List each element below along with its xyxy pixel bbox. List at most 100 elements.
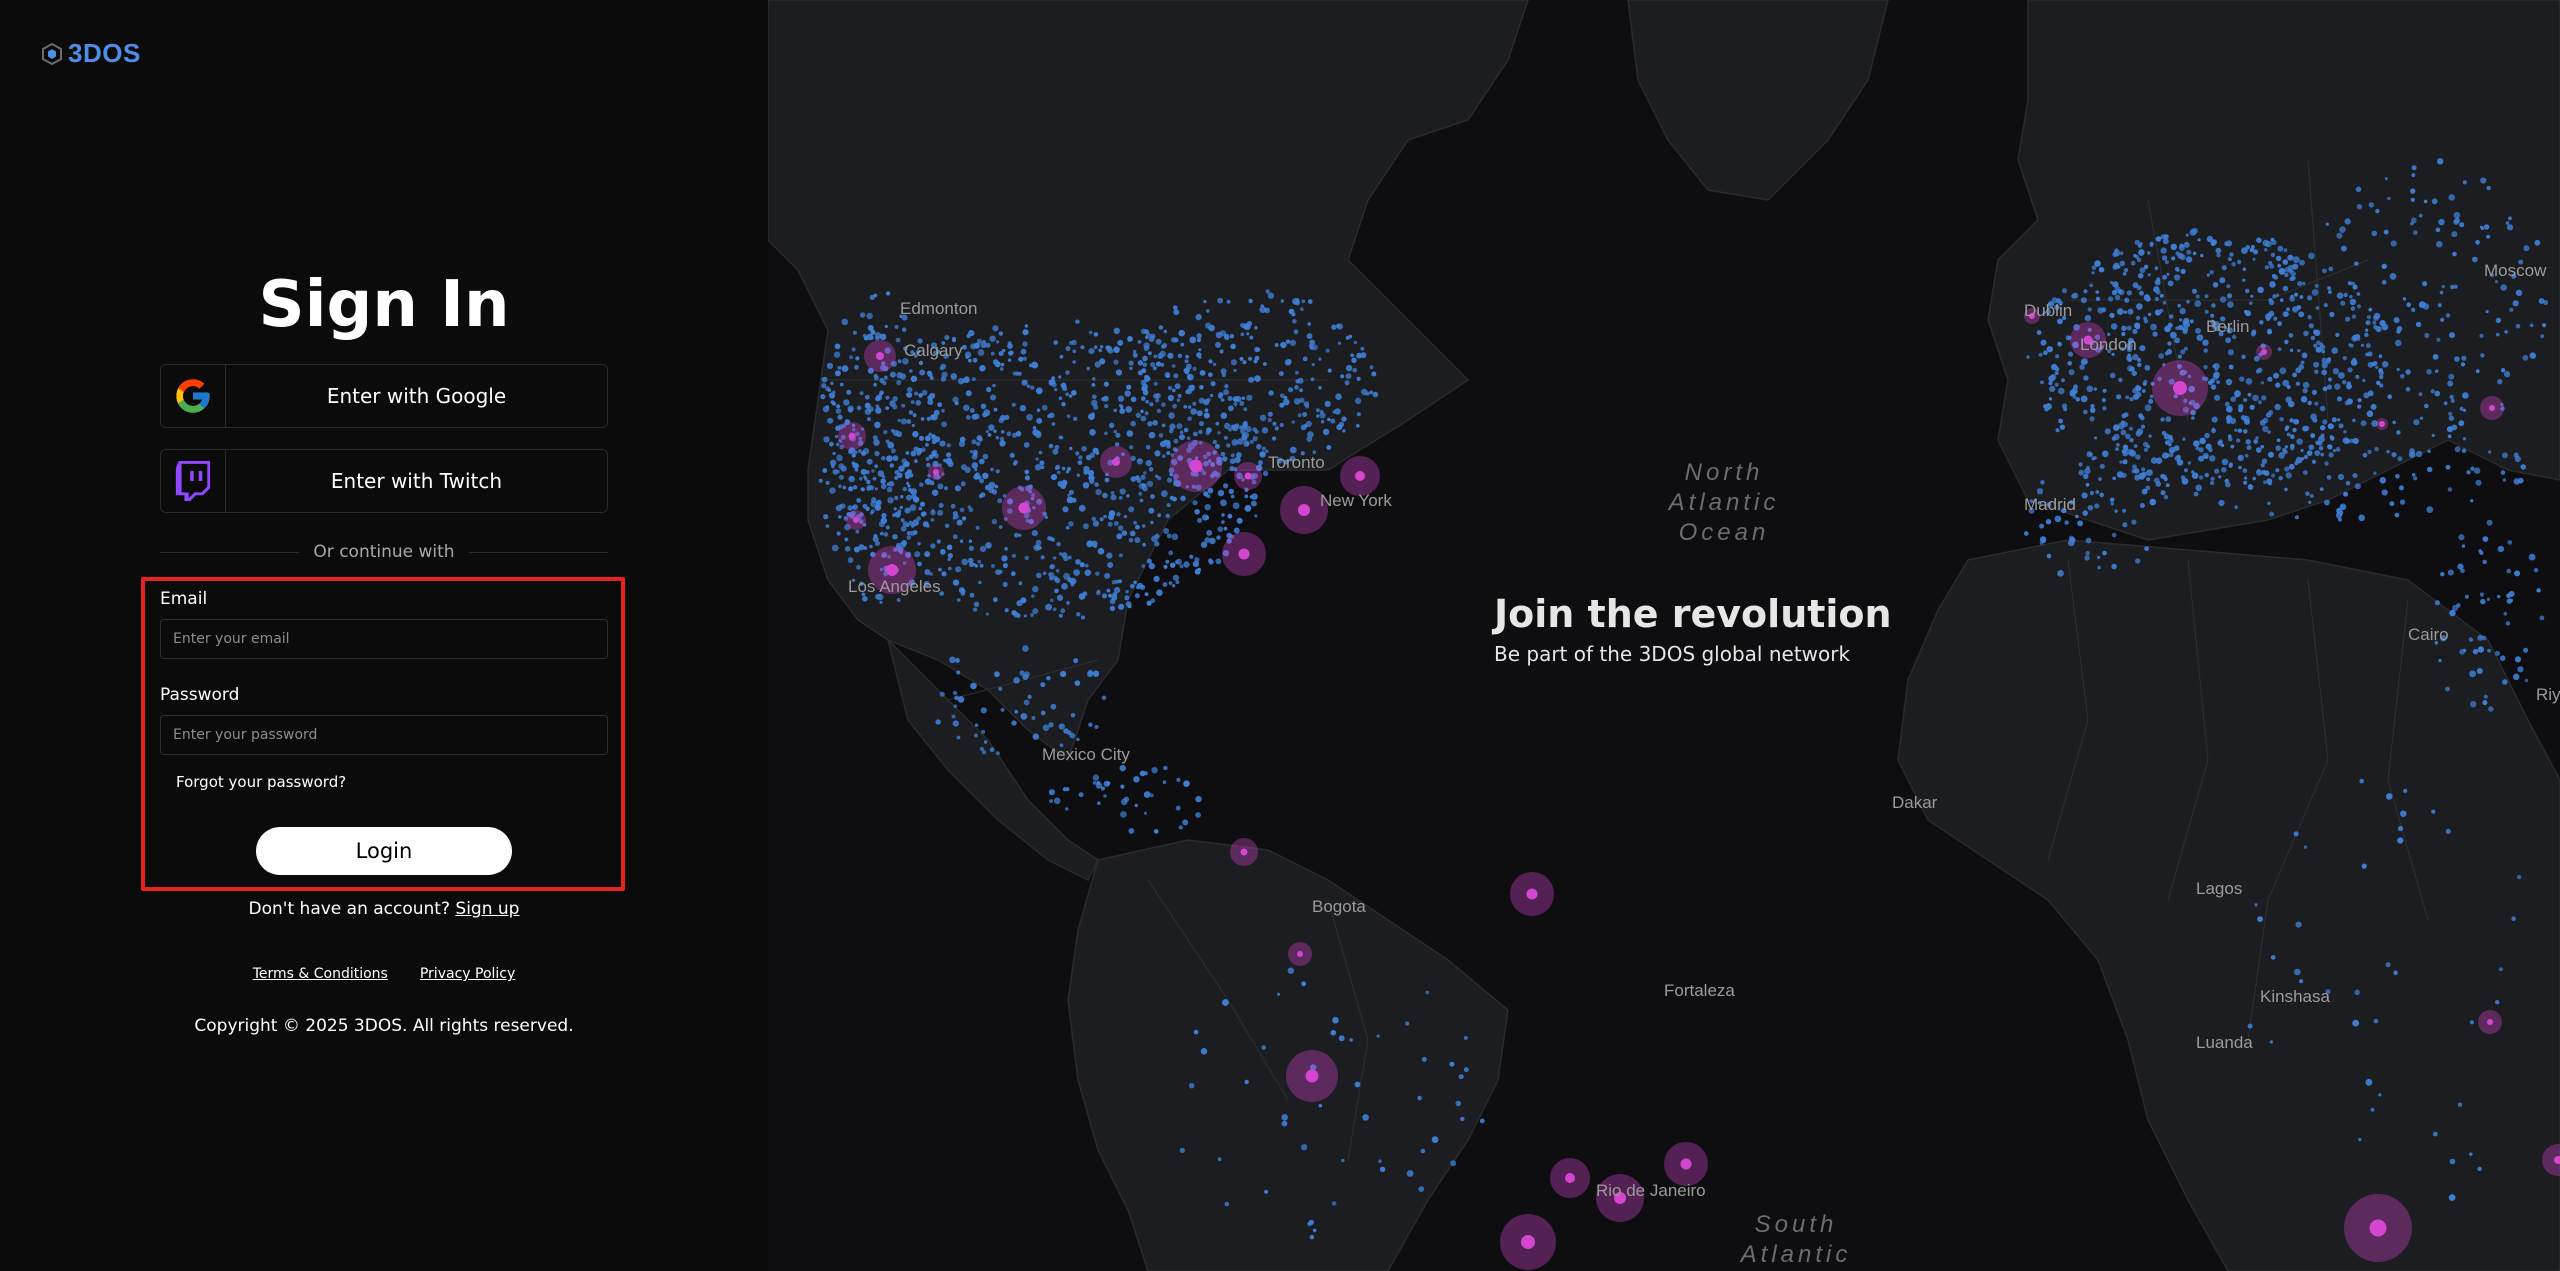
node-dot <box>1254 355 1260 361</box>
node-dot <box>2122 508 2127 513</box>
node-dot <box>2234 428 2238 432</box>
node-dot <box>2155 279 2161 285</box>
node-dot <box>2252 394 2259 402</box>
node-dot <box>2431 198 2438 205</box>
node-dot <box>2307 295 2313 301</box>
node-dot <box>2351 281 2356 286</box>
node-dot <box>1217 431 1221 435</box>
node-dot <box>1209 537 1216 545</box>
node-dot <box>2192 251 2197 256</box>
node-dot <box>875 499 882 506</box>
terms-link[interactable]: Terms & Conditions <box>252 966 388 982</box>
node-dot <box>1065 392 1069 397</box>
node-dot <box>826 362 834 369</box>
node-dot <box>2411 307 2416 312</box>
node-dot <box>2101 398 2106 403</box>
password-input[interactable] <box>160 715 608 755</box>
node-dot <box>946 452 952 458</box>
node-dot <box>1220 499 1227 507</box>
node-dot <box>2121 325 2127 331</box>
node-dot <box>935 719 941 725</box>
node-dot <box>2293 418 2300 425</box>
node-dot <box>1011 571 1016 576</box>
node-dot <box>2385 793 2393 800</box>
node-dot <box>2147 312 2152 317</box>
node-dot <box>950 503 956 509</box>
privacy-link[interactable]: Privacy Policy <box>419 966 516 982</box>
node-dot <box>1254 346 1260 353</box>
login-button[interactable]: Login <box>256 827 512 875</box>
node-dot <box>1082 482 1090 489</box>
node-dot <box>2144 404 2152 412</box>
node-dot <box>2113 424 2120 431</box>
node-dot <box>1091 383 1096 387</box>
node-dot <box>2299 295 2304 299</box>
node-dot <box>2301 352 2308 359</box>
cube-logo-icon <box>42 42 62 65</box>
node-dot <box>1038 450 1043 455</box>
email-input[interactable] <box>160 619 608 659</box>
node-dot <box>848 511 855 518</box>
node-dot <box>2411 217 2417 224</box>
node-dot <box>895 337 901 343</box>
node-dot <box>1251 493 1258 500</box>
node-dot <box>2099 345 2105 350</box>
node-dot <box>995 435 1000 440</box>
node-dot <box>2435 369 2439 373</box>
node-dot <box>2129 396 2134 402</box>
forgot-password-link[interactable]: Forgot your password? <box>176 773 347 791</box>
node-dot <box>2057 318 2063 325</box>
node-dot <box>2362 452 2368 458</box>
node-dot <box>1244 323 1251 330</box>
node-dot <box>1139 498 1144 503</box>
node-dot <box>978 458 985 465</box>
node-dot <box>2418 392 2423 397</box>
node-dot <box>1088 722 1093 727</box>
node-dot <box>867 325 874 331</box>
node-dot <box>1113 429 1118 434</box>
node-dot <box>2028 507 2035 514</box>
brand-logo[interactable]: 3DOS <box>40 38 141 69</box>
node-dot <box>959 507 965 513</box>
node-dot <box>1049 536 1054 542</box>
node-dot <box>2267 481 2272 486</box>
node-dot <box>2190 410 2196 416</box>
node-dot <box>2116 443 2120 447</box>
node-dot <box>1059 354 1064 359</box>
google-signin-button[interactable]: Enter with Google <box>160 364 608 428</box>
node-dot <box>1143 811 1147 815</box>
node-dot <box>1126 384 1132 390</box>
node-dot <box>941 571 947 577</box>
node-dot <box>2143 319 2149 324</box>
world-map: Edmonton Calgary Los Angeles Mexico City… <box>768 0 2560 1271</box>
node-dot <box>2094 334 2101 340</box>
node-dot <box>2365 343 2371 349</box>
node-dot <box>956 519 963 526</box>
node-dot <box>2277 263 2282 268</box>
node-dot <box>2209 270 2214 275</box>
node-dot <box>1186 373 1194 381</box>
node-dot <box>2278 476 2283 481</box>
node-dot <box>910 400 915 405</box>
node-dot <box>1021 379 1028 386</box>
node-dot <box>2169 452 2174 458</box>
node-dot <box>2453 219 2459 225</box>
node-dot <box>2161 431 2167 436</box>
node-dot <box>1153 381 1158 386</box>
node-dot <box>2243 480 2248 485</box>
node-dot <box>2309 494 2314 498</box>
node-dot <box>2224 478 2229 484</box>
node-dot <box>1268 390 1274 396</box>
node-dot <box>885 439 890 444</box>
node-dot <box>2499 655 2506 661</box>
hotspot-core <box>2369 1219 2387 1237</box>
node-dot <box>1161 490 1168 497</box>
node-dot <box>979 545 987 553</box>
node-dot <box>1157 513 1162 518</box>
node-dot <box>1221 520 1225 524</box>
twitch-signin-button[interactable]: Enter with Twitch <box>160 449 608 513</box>
node-dot <box>1030 613 1034 617</box>
node-dot <box>1069 732 1076 739</box>
signup-link[interactable]: Sign up <box>455 899 520 919</box>
node-dot <box>1144 329 1149 335</box>
